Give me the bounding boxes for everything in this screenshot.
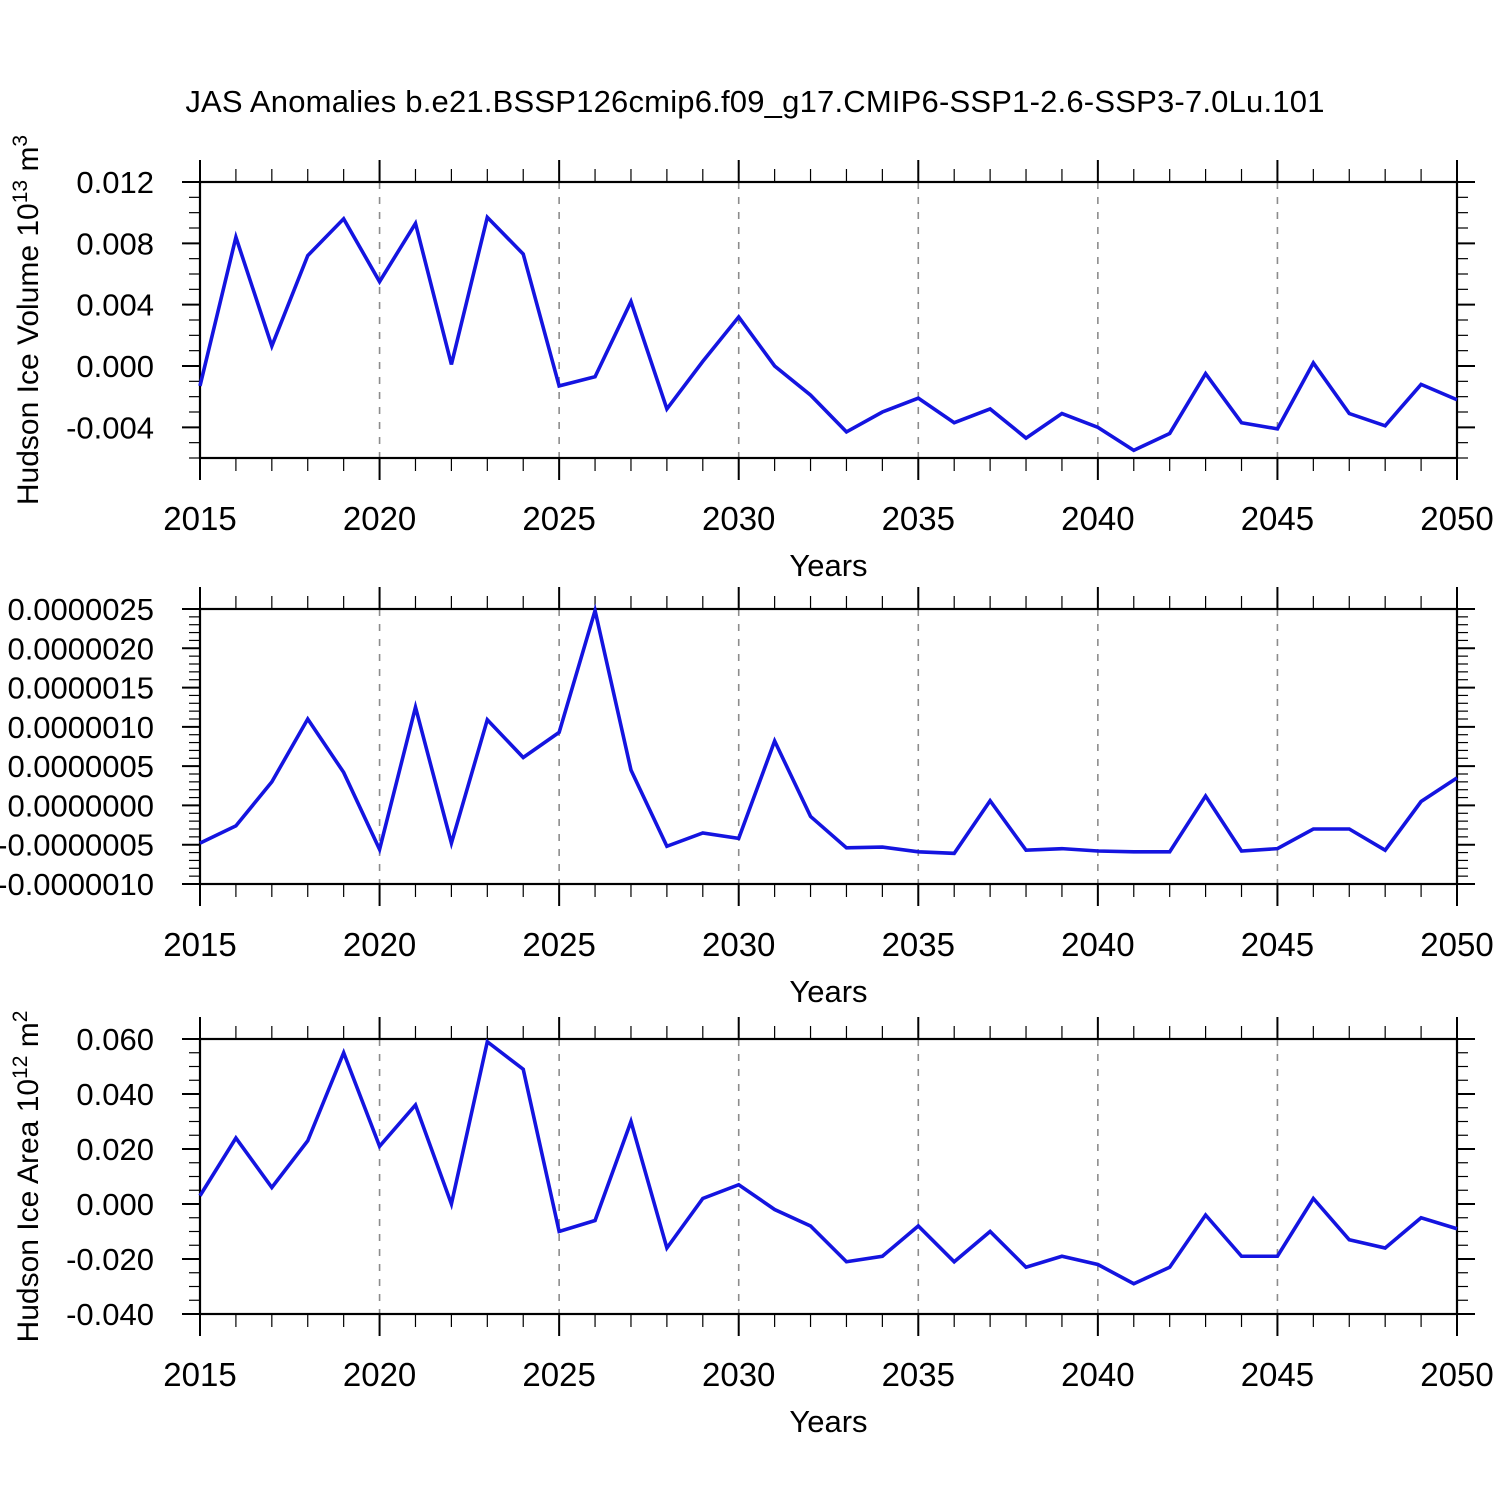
x-tick-label: 2015 bbox=[163, 926, 236, 963]
y-tick-label: 0.000 bbox=[76, 1187, 154, 1222]
x-axis-title: Years bbox=[789, 1404, 867, 1439]
y-tick-label: 0.0000000 bbox=[7, 788, 154, 823]
y-tick-label: 0.020 bbox=[76, 1132, 154, 1167]
x-tick-label: 2030 bbox=[702, 1356, 775, 1393]
x-tick-label: 2025 bbox=[522, 500, 595, 537]
plot-box bbox=[198, 607, 1459, 886]
y-tick-label: 0.060 bbox=[76, 1022, 154, 1057]
y-tick-label: -0.020 bbox=[66, 1242, 154, 1277]
x-tick-label: 2020 bbox=[343, 1356, 416, 1393]
x-tick-label: 2015 bbox=[163, 500, 236, 537]
y-tick-label: 0.0000025 bbox=[7, 592, 154, 627]
x-tick-label: 2040 bbox=[1061, 1356, 1134, 1393]
y-tick-label: 0.008 bbox=[76, 226, 154, 261]
y-tick-label: 0.0000010 bbox=[7, 710, 154, 745]
x-tick-label: 2020 bbox=[343, 500, 416, 537]
panel-2-middle-unlabeled: 0.0000025 0.0000020 0.0000015 0.0000010 0.00… bbox=[0, 587, 1494, 1009]
y-axis-title: Hudson Ice Area 1012 m2 bbox=[9, 1011, 45, 1343]
x-tick-label: 2050 bbox=[1420, 926, 1493, 963]
y-tick-label: 0.0000005 bbox=[7, 749, 154, 784]
y-tick-label: 0.0000015 bbox=[7, 671, 154, 706]
panel-1-hudson-ice-volume: 0.012 0.008 0.004 0.000 -0.004 2015 2020 2025 20… bbox=[9, 135, 1494, 583]
x-tick-label: 2040 bbox=[1061, 500, 1134, 537]
x-axis-title: Years bbox=[789, 548, 867, 583]
y-axis-title: Hudson Ice Volume 1013 m3 bbox=[9, 135, 45, 505]
x-tick-label: 2045 bbox=[1241, 1356, 1314, 1393]
y-tick-label: -0.0000010 bbox=[0, 867, 154, 902]
x-tick-label: 2015 bbox=[163, 1356, 236, 1393]
x-tick-label: 2035 bbox=[882, 500, 955, 537]
x-tick-label: 2040 bbox=[1061, 926, 1134, 963]
plot-box bbox=[198, 180, 1459, 460]
x-tick-label: 2030 bbox=[702, 926, 775, 963]
x-tick-label: 2025 bbox=[522, 926, 595, 963]
y-tick-label: 0.040 bbox=[76, 1077, 154, 1112]
series-line bbox=[199, 603, 1458, 856]
x-tick-label: 2020 bbox=[343, 926, 416, 963]
x-tick-label: 2050 bbox=[1420, 1356, 1493, 1393]
series-line bbox=[198, 213, 1458, 453]
x-tick-label: 2035 bbox=[882, 1356, 955, 1393]
x-axis-title: Years bbox=[789, 974, 867, 1009]
x-tick-label: 2050 bbox=[1420, 500, 1493, 537]
x-tick-label: 2025 bbox=[522, 1356, 595, 1393]
y-tick-label: 0.0000020 bbox=[7, 631, 154, 666]
chart-title: JAS Anomalies b.e21.BSSP126cmip6.f09_g17… bbox=[185, 84, 1325, 119]
x-tick-label: 2045 bbox=[1241, 926, 1314, 963]
plot-box bbox=[198, 1037, 1459, 1316]
y-tick-label: 0.012 bbox=[76, 165, 154, 200]
series-line bbox=[198, 1038, 1458, 1286]
y-tick-label: -0.004 bbox=[66, 410, 154, 445]
x-tick-label: 2045 bbox=[1241, 500, 1314, 537]
y-tick-label: 0.000 bbox=[76, 349, 154, 384]
x-tick-label: 2030 bbox=[702, 500, 775, 537]
y-tick-label: 0.004 bbox=[76, 288, 154, 323]
y-tick-label: -0.040 bbox=[66, 1297, 154, 1332]
x-tick-label: 2035 bbox=[882, 926, 955, 963]
panel-3-hudson-ice-area: 0.060 0.040 0.020 0.000 -0.020 -0.040 2015 2020… bbox=[9, 1011, 1494, 1439]
y-tick-label: -0.0000005 bbox=[0, 828, 154, 863]
